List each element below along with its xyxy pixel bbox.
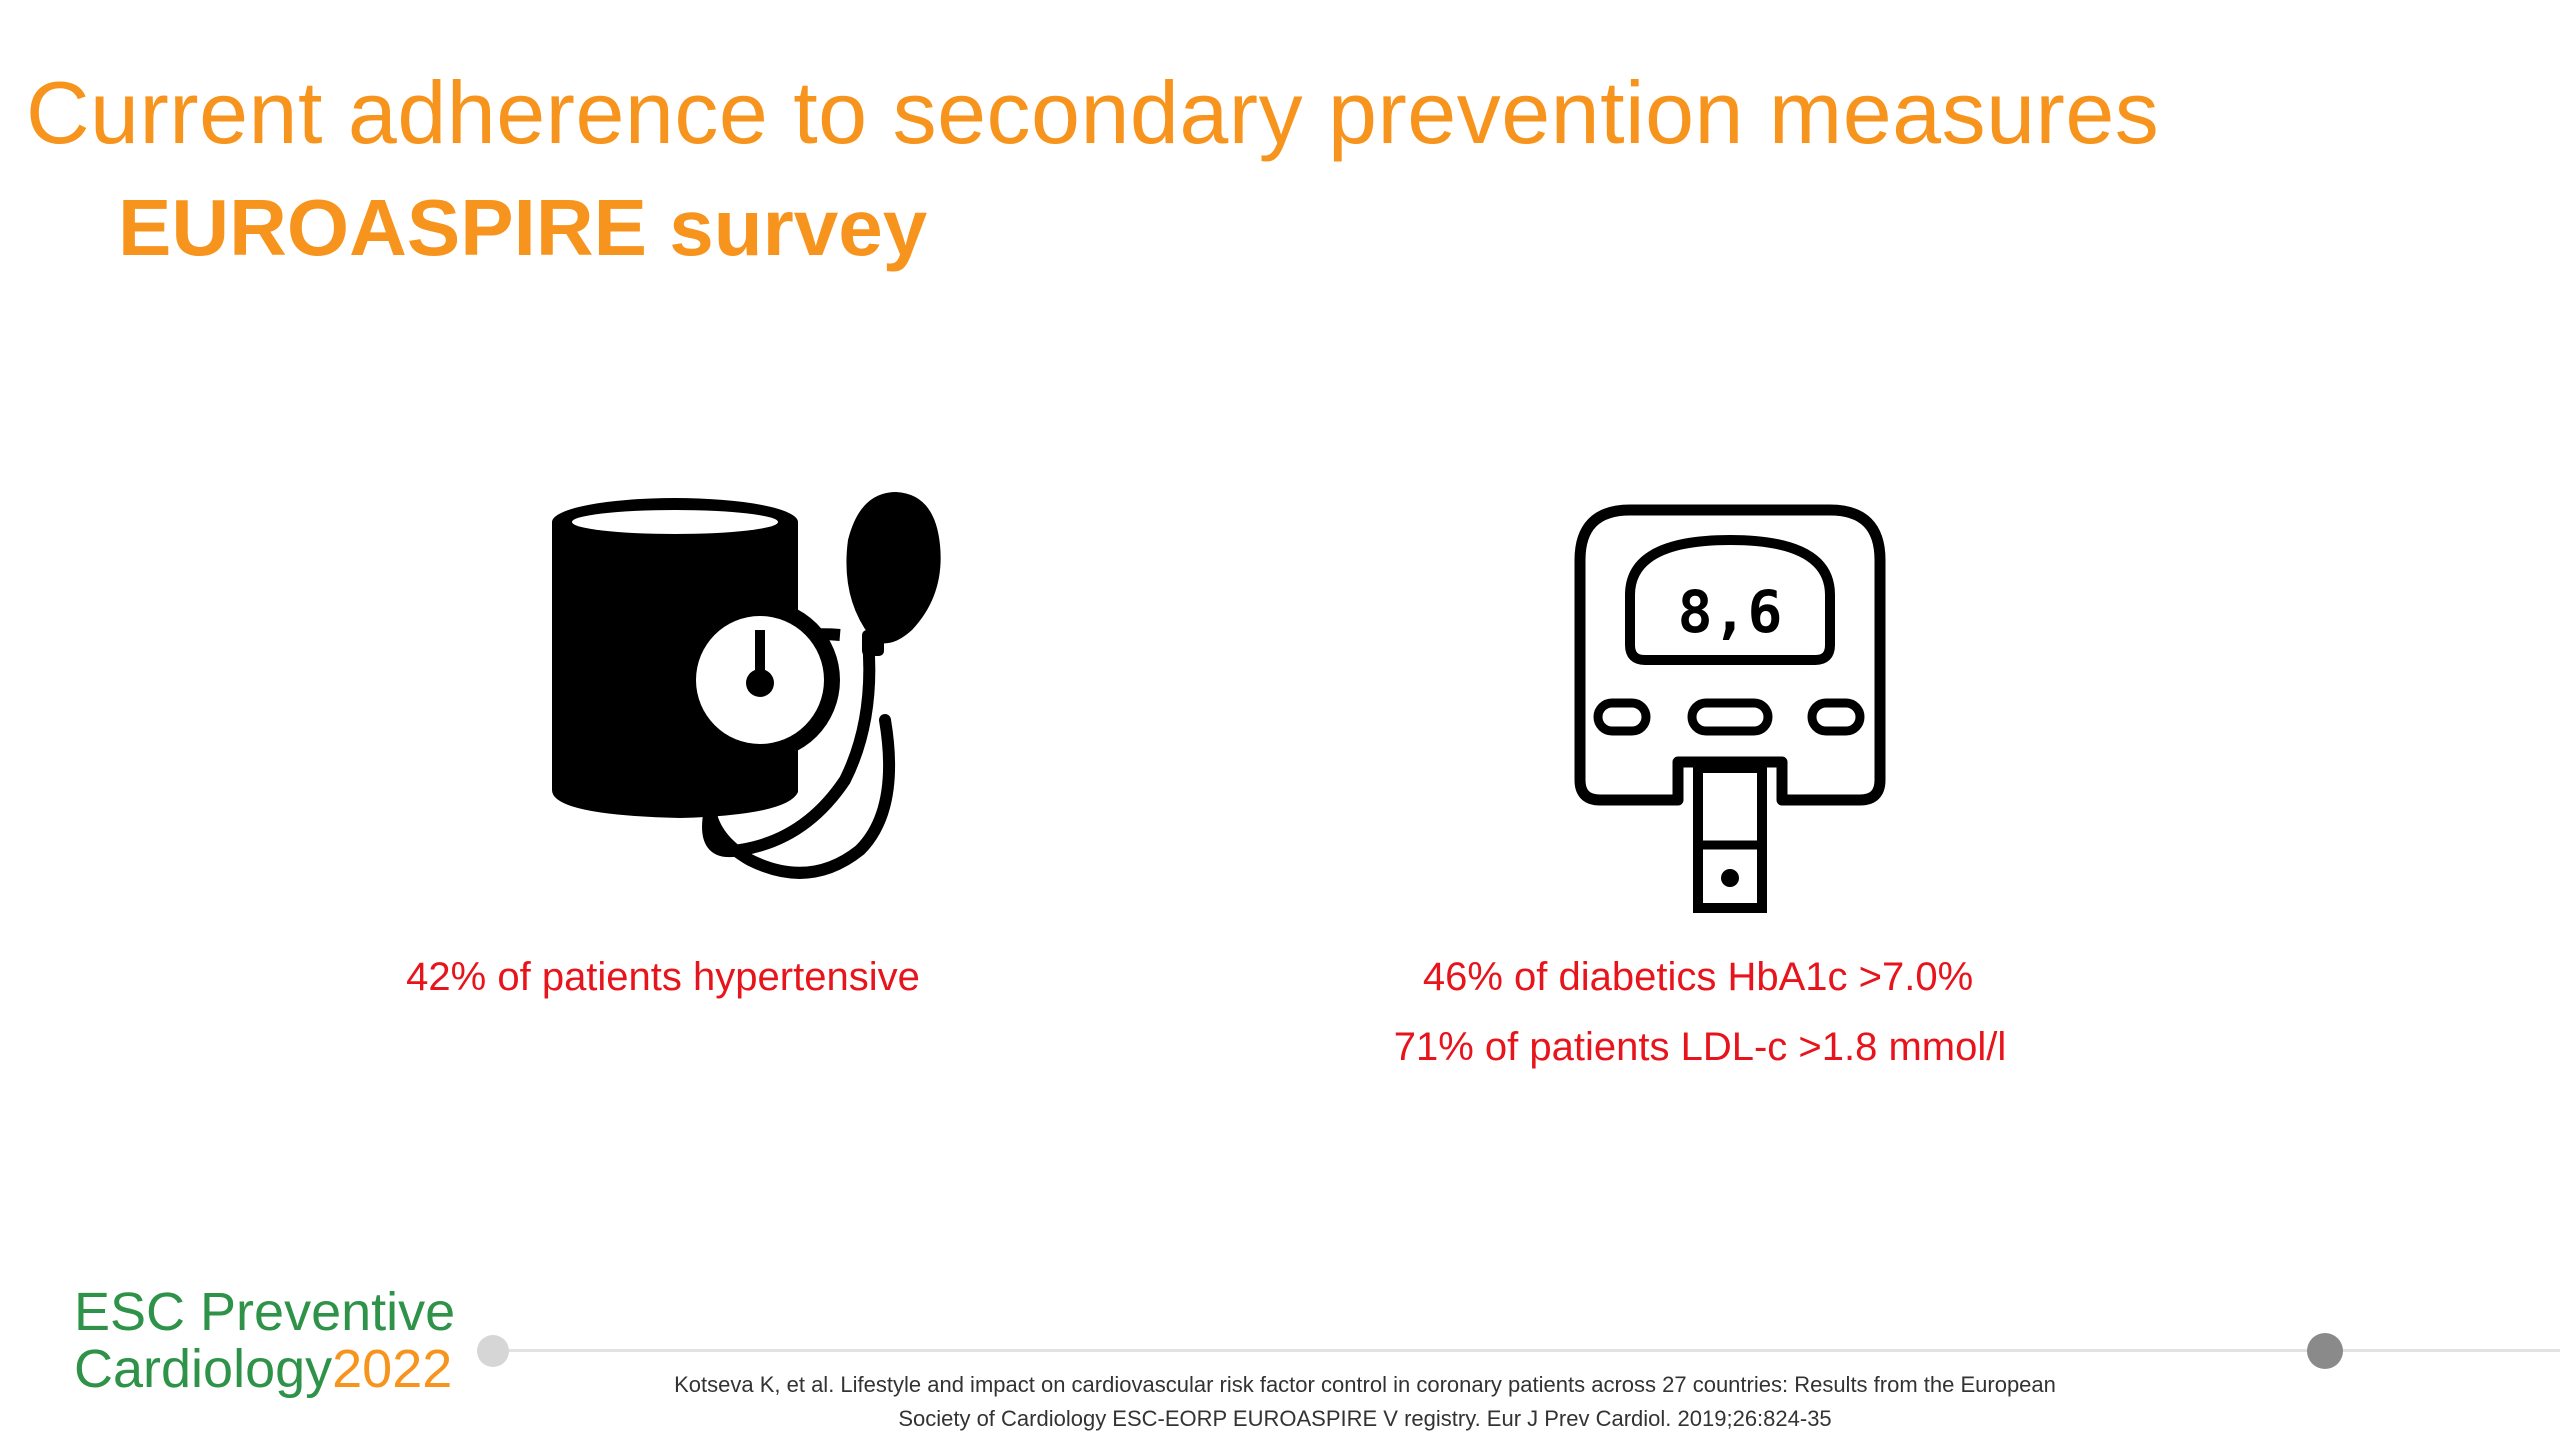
footer-divider (492, 1349, 2560, 1352)
brand-cardiology: Cardiology (74, 1338, 333, 1399)
brand-line1: ESC Preventive (74, 1282, 456, 1342)
citation-line1: Kotseva K, et al. Lifestyle and impact o… (674, 1372, 2056, 1397)
blood-pressure-monitor-icon (552, 492, 941, 879)
hba1c-stat: 46% of diabetics HbA1c >7.0% (1422, 955, 1974, 999)
citation: Kotseva K, et al. Lifestyle and impact o… (600, 1368, 2130, 1436)
timeline-start-dot (477, 1335, 509, 1367)
glucometer-reading: 8,6 (1678, 578, 1783, 646)
brand-year: 2022 (332, 1338, 453, 1399)
hypertension-stat: 42% of patients hypertensive (406, 955, 920, 999)
esc-brand-logo: ESC Preventive Cardiology2022 (74, 1284, 455, 1397)
timeline-end-dot (2307, 1333, 2343, 1369)
slide-subtitle: EUROASPIRE survey (118, 183, 928, 272)
ldl-stat: 71% of patients LDL-c >1.8 mmol/l (1393, 1025, 2007, 1069)
citation-line2: Society of Cardiology ESC-EORP EUROASPIR… (898, 1406, 1832, 1431)
slide-title: Current adherence to secondary preventio… (26, 63, 2160, 162)
glucometer-icon: 8,6 (1574, 504, 1886, 913)
brand-line2: Cardiology2022 (74, 1338, 455, 1399)
